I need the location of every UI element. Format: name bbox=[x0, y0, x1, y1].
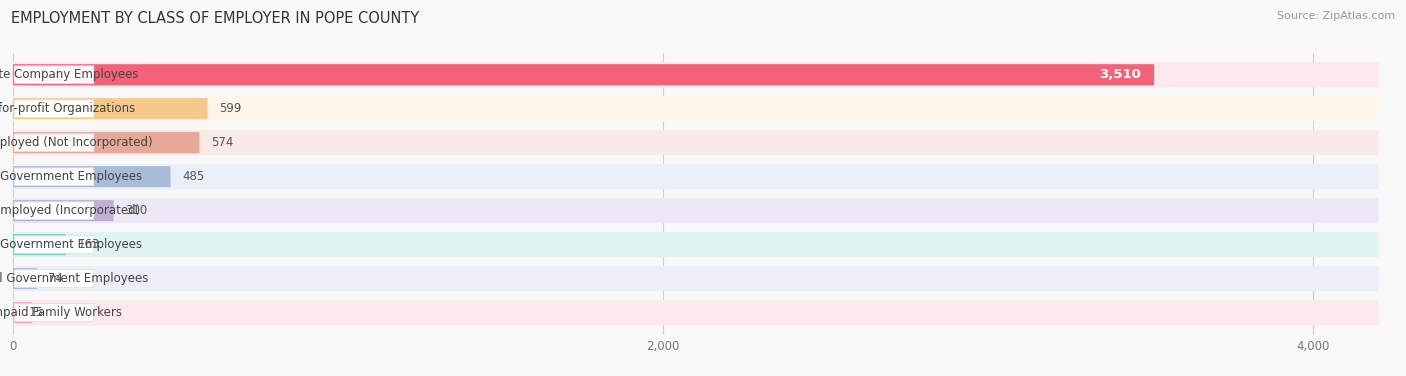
Text: Self-Employed (Not Incorporated): Self-Employed (Not Incorporated) bbox=[0, 136, 153, 149]
FancyBboxPatch shape bbox=[14, 100, 94, 118]
Text: 310: 310 bbox=[125, 204, 148, 217]
FancyBboxPatch shape bbox=[13, 132, 200, 153]
FancyBboxPatch shape bbox=[14, 304, 94, 321]
Text: 3,510: 3,510 bbox=[1099, 68, 1142, 81]
FancyBboxPatch shape bbox=[13, 130, 1378, 155]
FancyBboxPatch shape bbox=[13, 234, 66, 255]
Text: 574: 574 bbox=[211, 136, 233, 149]
FancyBboxPatch shape bbox=[13, 164, 1378, 189]
Text: Private Company Employees: Private Company Employees bbox=[0, 68, 139, 81]
Text: 485: 485 bbox=[181, 170, 204, 183]
FancyBboxPatch shape bbox=[14, 134, 94, 152]
Text: Local Government Employees: Local Government Employees bbox=[0, 170, 142, 183]
Text: 15: 15 bbox=[30, 306, 44, 319]
Text: Self-Employed (Incorporated): Self-Employed (Incorporated) bbox=[0, 204, 141, 217]
Text: State Government Employees: State Government Employees bbox=[0, 238, 142, 251]
Text: Unpaid Family Workers: Unpaid Family Workers bbox=[0, 306, 121, 319]
Text: Not-for-profit Organizations: Not-for-profit Organizations bbox=[0, 102, 135, 115]
FancyBboxPatch shape bbox=[13, 64, 1154, 85]
Text: EMPLOYMENT BY CLASS OF EMPLOYER IN POPE COUNTY: EMPLOYMENT BY CLASS OF EMPLOYER IN POPE … bbox=[11, 11, 419, 26]
Text: Source: ZipAtlas.com: Source: ZipAtlas.com bbox=[1277, 11, 1395, 21]
Text: 599: 599 bbox=[219, 102, 242, 115]
Text: 163: 163 bbox=[77, 238, 100, 251]
FancyBboxPatch shape bbox=[13, 302, 32, 323]
FancyBboxPatch shape bbox=[14, 236, 94, 253]
FancyBboxPatch shape bbox=[14, 66, 94, 83]
FancyBboxPatch shape bbox=[13, 268, 37, 289]
FancyBboxPatch shape bbox=[13, 98, 208, 119]
FancyBboxPatch shape bbox=[14, 270, 94, 287]
FancyBboxPatch shape bbox=[13, 198, 1378, 223]
Text: Federal Government Employees: Federal Government Employees bbox=[0, 272, 149, 285]
FancyBboxPatch shape bbox=[13, 62, 1378, 87]
FancyBboxPatch shape bbox=[13, 200, 114, 221]
FancyBboxPatch shape bbox=[13, 96, 1378, 121]
FancyBboxPatch shape bbox=[13, 166, 170, 187]
FancyBboxPatch shape bbox=[13, 232, 1378, 257]
FancyBboxPatch shape bbox=[14, 202, 94, 220]
Text: 74: 74 bbox=[48, 272, 63, 285]
FancyBboxPatch shape bbox=[13, 266, 1378, 291]
FancyBboxPatch shape bbox=[14, 168, 94, 185]
FancyBboxPatch shape bbox=[13, 300, 1378, 325]
